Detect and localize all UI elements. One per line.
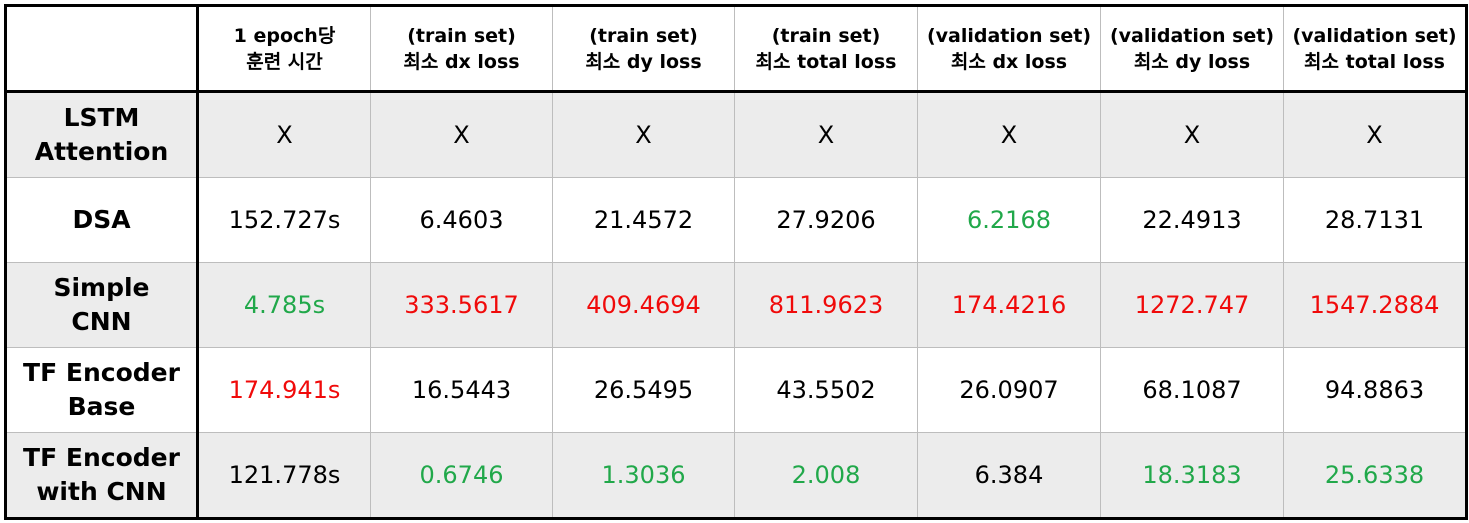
data-cell: X [917, 91, 1101, 178]
corner-cell [4, 4, 199, 93]
data-cell: 6.384 [917, 432, 1101, 520]
results-table: 1 epoch당 훈련 시간 (train set) 최소 dx loss (t… [4, 4, 1468, 520]
data-cell: 94.8863 [1283, 347, 1468, 433]
data-cell: 174.4216 [917, 262, 1101, 348]
header-cell: (validation set) 최소 dy loss [1100, 4, 1284, 93]
data-cell: 121.778s [197, 432, 371, 520]
data-cell: 22.4913 [1100, 177, 1284, 263]
data-cell: 2.008 [734, 432, 918, 520]
header-cell: (train set) 최소 dx loss [370, 4, 553, 93]
data-cell: 26.0907 [917, 347, 1101, 433]
data-cell: 174.941s [197, 347, 371, 433]
header-cell: (validation set) 최소 total loss [1283, 4, 1468, 93]
row-header: DSA [4, 177, 199, 263]
header-cell: 1 epoch당 훈련 시간 [197, 4, 371, 93]
data-cell: 1.3036 [552, 432, 735, 520]
data-cell: X [734, 91, 918, 178]
data-cell: X [370, 91, 553, 178]
data-cell: 6.2168 [917, 177, 1101, 263]
data-cell: X [1100, 91, 1284, 178]
table-row: TF Encoder Base 174.941s 16.5443 26.5495… [4, 347, 1468, 433]
header-cell: (train set) 최소 total loss [734, 4, 918, 93]
header-cell: (validation set) 최소 dx loss [917, 4, 1101, 93]
row-header: TF Encoder with CNN [4, 432, 199, 520]
data-cell: 1547.2884 [1283, 262, 1468, 348]
data-cell: 1272.747 [1100, 262, 1284, 348]
data-cell: 27.9206 [734, 177, 918, 263]
data-cell: 811.9623 [734, 262, 918, 348]
data-cell: 68.1087 [1100, 347, 1284, 433]
table-row: DSA 152.727s 6.4603 21.4572 27.9206 6.21… [4, 177, 1468, 263]
data-cell: 0.6746 [370, 432, 553, 520]
header-row: 1 epoch당 훈련 시간 (train set) 최소 dx loss (t… [4, 4, 1468, 93]
data-cell: 409.4694 [552, 262, 735, 348]
data-cell: X [1283, 91, 1468, 178]
table-row: TF Encoder with CNN 121.778s 0.6746 1.30… [4, 432, 1468, 520]
row-header: LSTM Attention [4, 91, 199, 178]
data-cell: X [552, 91, 735, 178]
data-cell: 18.3183 [1100, 432, 1284, 520]
data-cell: 152.727s [197, 177, 371, 263]
data-cell: 333.5617 [370, 262, 553, 348]
data-cell: 6.4603 [370, 177, 553, 263]
row-header: TF Encoder Base [4, 347, 199, 433]
data-cell: 43.5502 [734, 347, 918, 433]
data-cell: 26.5495 [552, 347, 735, 433]
data-cell: 4.785s [197, 262, 371, 348]
data-cell: 25.6338 [1283, 432, 1468, 520]
data-cell: 21.4572 [552, 177, 735, 263]
data-cell: 28.7131 [1283, 177, 1468, 263]
row-header: Simple CNN [4, 262, 199, 348]
header-cell: (train set) 최소 dy loss [552, 4, 735, 93]
data-cell: 16.5443 [370, 347, 553, 433]
table-row: LSTM Attention X X X X X X X [4, 91, 1468, 178]
data-cell: X [197, 91, 371, 178]
table-row: Simple CNN 4.785s 333.5617 409.4694 811.… [4, 262, 1468, 348]
